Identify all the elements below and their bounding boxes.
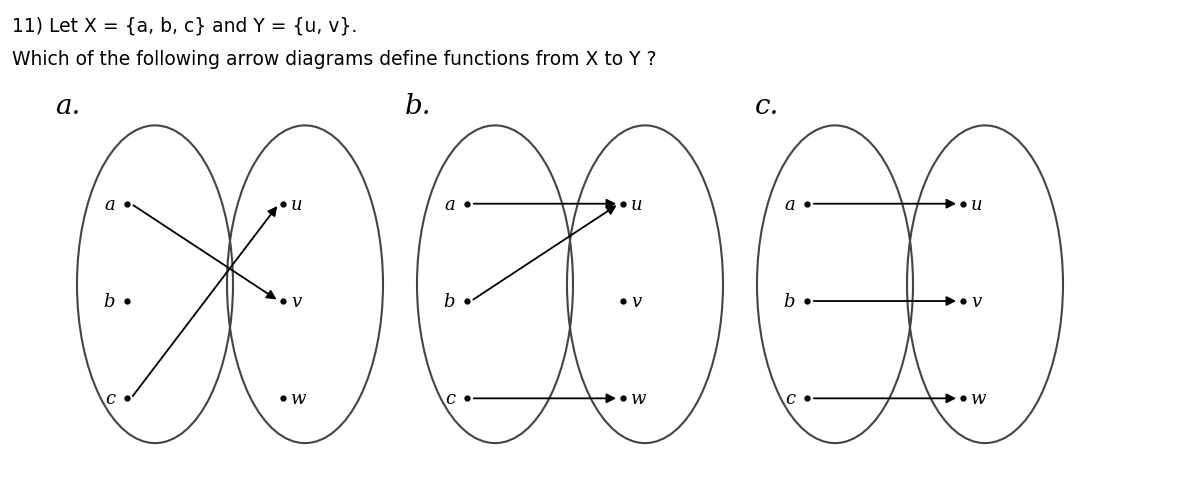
Text: w: w [290, 390, 306, 408]
Text: a.: a. [55, 93, 80, 120]
Text: b.: b. [406, 93, 432, 120]
Text: c: c [445, 390, 455, 408]
Text: c: c [785, 390, 796, 408]
Text: b: b [103, 292, 115, 311]
Text: w: w [971, 390, 986, 408]
Text: a: a [444, 195, 455, 213]
Text: a: a [785, 195, 796, 213]
Text: b: b [784, 292, 796, 311]
Text: c.: c. [755, 93, 779, 120]
Text: u: u [971, 195, 983, 213]
Text: Which of the following arrow diagrams define functions from X to Y ?: Which of the following arrow diagrams de… [12, 50, 656, 69]
Text: u: u [631, 195, 643, 213]
Text: b: b [444, 292, 455, 311]
Text: v: v [290, 292, 301, 311]
Text: 11) Let X = {a, b, c} and Y = {u, v}.: 11) Let X = {a, b, c} and Y = {u, v}. [12, 17, 358, 36]
Text: a: a [104, 195, 115, 213]
Text: w: w [631, 390, 647, 408]
Text: v: v [971, 292, 982, 311]
Text: u: u [290, 195, 302, 213]
Text: c: c [104, 390, 115, 408]
Text: v: v [631, 292, 641, 311]
